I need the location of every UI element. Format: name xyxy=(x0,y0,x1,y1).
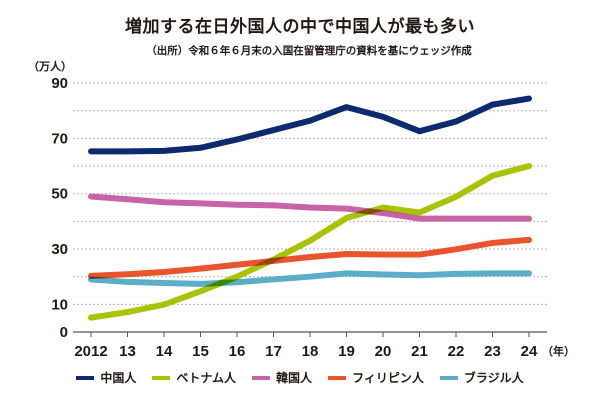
legend-swatch xyxy=(439,375,458,380)
x-tick-label: 16 xyxy=(229,343,246,360)
y-axis-unit-label: （万人） xyxy=(28,60,72,73)
chart-subtitle: （出所）令和６年６月末の入国在留管理庁の資料を基にウェッジ作成 xyxy=(146,45,472,57)
legend-label: ブラジル人 xyxy=(463,371,524,385)
x-tick-label: 2012 xyxy=(74,343,107,360)
y-axis-ticks: 0 10 30 50 70 90 xyxy=(51,75,68,341)
x-axis: 2012 13 14 15 16 17 18 19 20 21 22 23 24 （年） xyxy=(73,331,575,360)
legend: 中国人 ベトナム人 韓国人 フィリピン人 ブラジル人 xyxy=(0,369,600,386)
legend-label: ベトナム人 xyxy=(176,371,237,385)
series-line-ベトナム人 xyxy=(88,163,532,321)
legend-item: フィリピン人 xyxy=(328,369,424,386)
series-line-ブラジル人 xyxy=(88,270,532,287)
x-tick-label: 17 xyxy=(265,343,282,360)
x-tick-label: 21 xyxy=(411,343,428,360)
x-tick-label: 24 xyxy=(521,343,538,360)
x-tick-label: 14 xyxy=(156,343,173,360)
chart-title: 増加する在日外国人の中で中国人が最も多い xyxy=(125,17,475,37)
y-tick-label: 50 xyxy=(51,186,68,203)
series-line-中国人 xyxy=(88,95,532,155)
legend-label: フィリピン人 xyxy=(352,371,424,385)
y-tick-label: 70 xyxy=(51,130,68,147)
y-tick-label: 90 xyxy=(51,75,68,92)
legend-swatch xyxy=(252,375,271,380)
x-tick-label: 20 xyxy=(375,343,392,360)
legend-item: 韓国人 xyxy=(252,369,312,386)
legend-swatch xyxy=(152,375,171,380)
legend-label: 中国人 xyxy=(100,371,137,385)
legend-item: ベトナム人 xyxy=(152,369,236,386)
legend-label: 韓国人 xyxy=(276,371,313,385)
legend-swatch xyxy=(76,375,95,380)
x-tick-label: 23 xyxy=(484,343,501,360)
y-tick-label: 10 xyxy=(51,296,68,313)
y-tick-label: 0 xyxy=(60,324,68,341)
legend-item: ブラジル人 xyxy=(439,369,524,386)
x-tick-label: 19 xyxy=(338,343,355,360)
legend-swatch xyxy=(328,375,347,380)
y-tick-label: 30 xyxy=(51,241,68,258)
series-line-韓国人 xyxy=(88,193,532,222)
series-lines xyxy=(88,95,532,321)
x-tick-label: 22 xyxy=(448,343,465,360)
x-tick-label: 13 xyxy=(119,343,136,360)
series-line-フィリピン人 xyxy=(88,236,532,279)
x-tick-label: 15 xyxy=(192,343,209,360)
legend-item: 中国人 xyxy=(76,369,136,386)
x-tick-label: 18 xyxy=(302,343,319,360)
x-axis-unit-label: （年） xyxy=(542,344,575,358)
